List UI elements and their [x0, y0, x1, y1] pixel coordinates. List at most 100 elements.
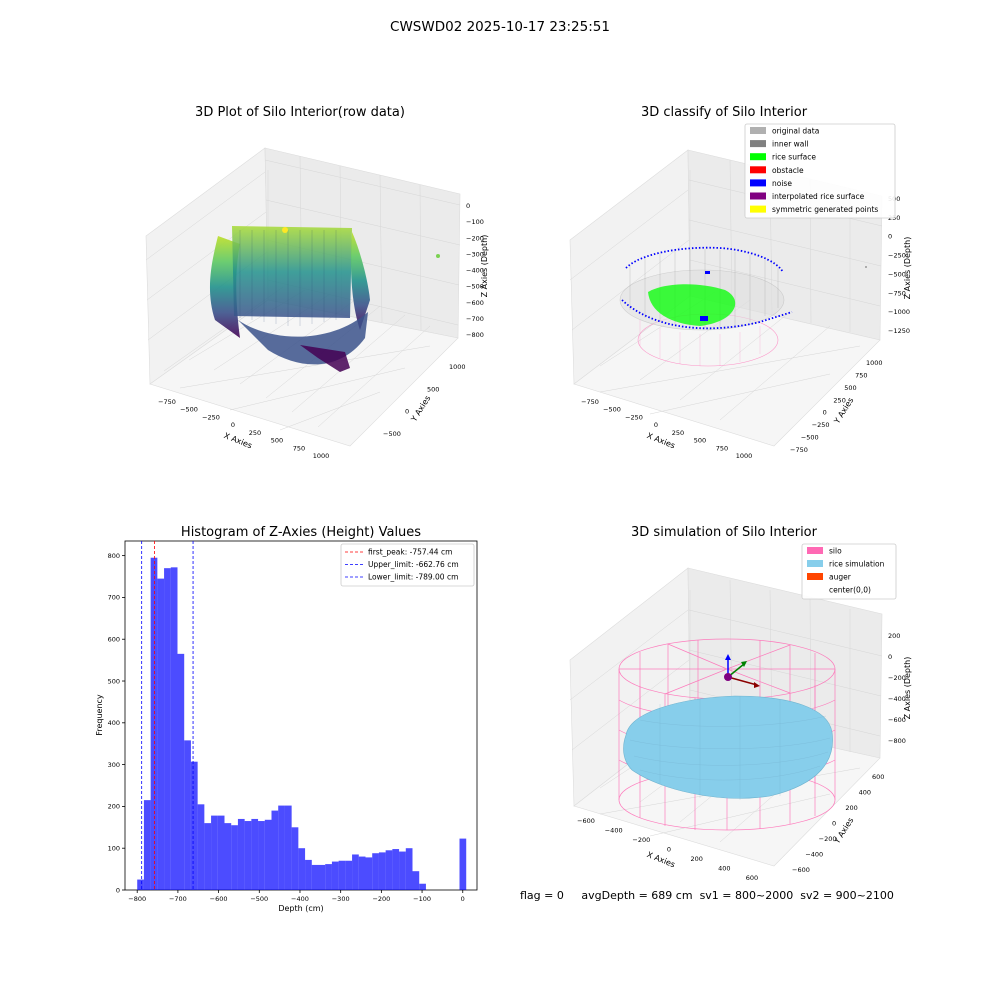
sim-z-arrowhead: [725, 654, 731, 660]
histogram-bar: [378, 852, 386, 890]
legend-label: original data: [772, 127, 819, 136]
tick-label: 0: [405, 408, 409, 416]
histogram-bar: [271, 810, 279, 890]
y-tick-label: 400: [108, 719, 120, 727]
histogram-bar: [352, 854, 359, 890]
legend-label: auger: [829, 573, 852, 582]
y-tick-label: 600: [108, 636, 120, 644]
legend-swatch: [750, 192, 766, 200]
histogram-bar: [157, 578, 165, 890]
tick-label: 0: [888, 653, 892, 661]
tick-label: 400: [718, 865, 730, 873]
legend-label: inner wall: [772, 140, 809, 149]
raw-bottom-cloud: [300, 345, 350, 372]
tick-label: 500: [427, 385, 439, 393]
histogram-bar: [318, 864, 326, 890]
tick-label: −500: [603, 406, 621, 414]
footer-flag: flag = 0: [520, 889, 564, 902]
y-tick-label: 100: [108, 845, 120, 853]
tick-label: 1000: [313, 452, 330, 460]
legend-swatch: [807, 547, 823, 554]
footer-avg-depth: avgDepth = 689 cm: [581, 889, 693, 902]
x-tick-label: −700: [169, 895, 187, 903]
tick-label: −800: [466, 331, 484, 339]
tick-label: 400: [859, 789, 871, 797]
histogram-bar: [231, 825, 238, 890]
tick-label: 200: [888, 632, 900, 640]
tick-label: −250: [888, 252, 906, 260]
classify-panel-title: 3D classify of Silo Interior: [641, 105, 808, 120]
sim-legend-box: [801, 543, 897, 600]
classify-rice-surface: [648, 284, 736, 326]
histogram-bar: [184, 740, 191, 890]
classify-y-tick-labels: −750 −500 −250 0 250 500 750 1000: [790, 359, 883, 454]
histogram-bar: [278, 805, 285, 890]
tick-label: 0: [667, 846, 671, 854]
footer-sv1: sv1 = 800~2000: [699, 889, 794, 902]
histogram-bar: [345, 860, 353, 890]
tick-label: 0: [466, 202, 470, 210]
tick-label: −750: [581, 398, 599, 406]
raw-data-panel: 3D Plot of Silo Interior(row data): [145, 105, 489, 460]
tick-label: −500: [801, 434, 819, 442]
x-tick-label: −600: [210, 895, 228, 903]
classify-noise-top: [705, 271, 710, 274]
tick-label: 1000: [736, 452, 753, 460]
raw-y-axis-label: Y Axies: [409, 394, 433, 424]
histogram-y-ticks: 0 100 200 300 400 500 600 700 800: [108, 552, 125, 894]
tick-label: −750: [888, 289, 906, 297]
x-tick-label: −200: [372, 895, 390, 903]
histogram-legend: first_peak: -757.44 cm Upper_limit: -662.…: [340, 543, 475, 587]
sim-rice-surface: [623, 695, 833, 799]
tick-label: −1000: [888, 308, 910, 316]
legend-label: interpolated rice surface: [772, 192, 865, 201]
classify-legend: original data inner wall rice surface obsta…: [744, 123, 896, 219]
tick-label: 500: [844, 384, 856, 392]
raw-right-wall-cloud: [350, 232, 370, 330]
histogram-bar: [251, 818, 259, 890]
y-tick-label: 500: [108, 677, 120, 685]
tick-label: −250: [812, 421, 830, 429]
tick-label: −200: [888, 674, 906, 682]
classify-x-tick-labels: −750 −500 −250 0 250 500 750 1000: [581, 398, 752, 460]
tick-label: 750: [293, 444, 305, 452]
tick-label: 0: [231, 421, 235, 429]
sim-x-tick-labels: −600 −400 −200 0 200 400 600: [577, 817, 758, 882]
x-tick-label: 0: [461, 895, 465, 903]
raw-scan-lines: [239, 230, 337, 326]
tick-label: −300: [466, 250, 484, 258]
histogram-bar: [224, 823, 232, 890]
tick-label: −600: [792, 866, 810, 874]
histogram-x-label: Depth (cm): [278, 904, 323, 913]
histogram-bar: [358, 856, 366, 890]
legend-label: obstacle: [772, 166, 804, 175]
tick-label: 200: [845, 804, 857, 812]
x-tick-label: −100: [413, 895, 431, 903]
histogram-bar: [372, 853, 379, 890]
histogram-x-ticks: −800 −700 −600 −500 −400 −300 −200 −100 0: [128, 890, 465, 903]
histogram-bar: [190, 761, 198, 890]
simulation-panel: 3D simulation of Silo Interior: [569, 525, 912, 882]
tick-label: −400: [888, 695, 906, 703]
tick-label: −250: [202, 413, 220, 421]
tick-label: 0: [888, 233, 892, 241]
tick-label: −100: [466, 218, 484, 226]
y-tick-label: 0: [116, 886, 120, 894]
raw-y-tick-labels: −500 0 500 1000: [383, 363, 466, 438]
tick-label: 500: [271, 437, 283, 445]
tick-label: −400: [805, 851, 823, 859]
tick-label: 0: [832, 820, 836, 828]
classify-legend-box: [744, 123, 896, 219]
raw-outlier-point: [436, 254, 440, 258]
histogram-ref-lines: [141, 541, 194, 890]
footer-sv2: sv2 = 900~2100: [800, 889, 894, 902]
raw-yellow-point: [282, 227, 288, 233]
tick-label: −200: [819, 835, 837, 843]
raw-x-tick-labels: −750 −500 −250 0 250 500 750 1000: [158, 398, 329, 460]
tick-label: 1000: [866, 359, 883, 367]
tick-label: 250: [672, 429, 684, 437]
x-tick-label: −400: [291, 895, 309, 903]
tick-label: −500: [466, 283, 484, 291]
